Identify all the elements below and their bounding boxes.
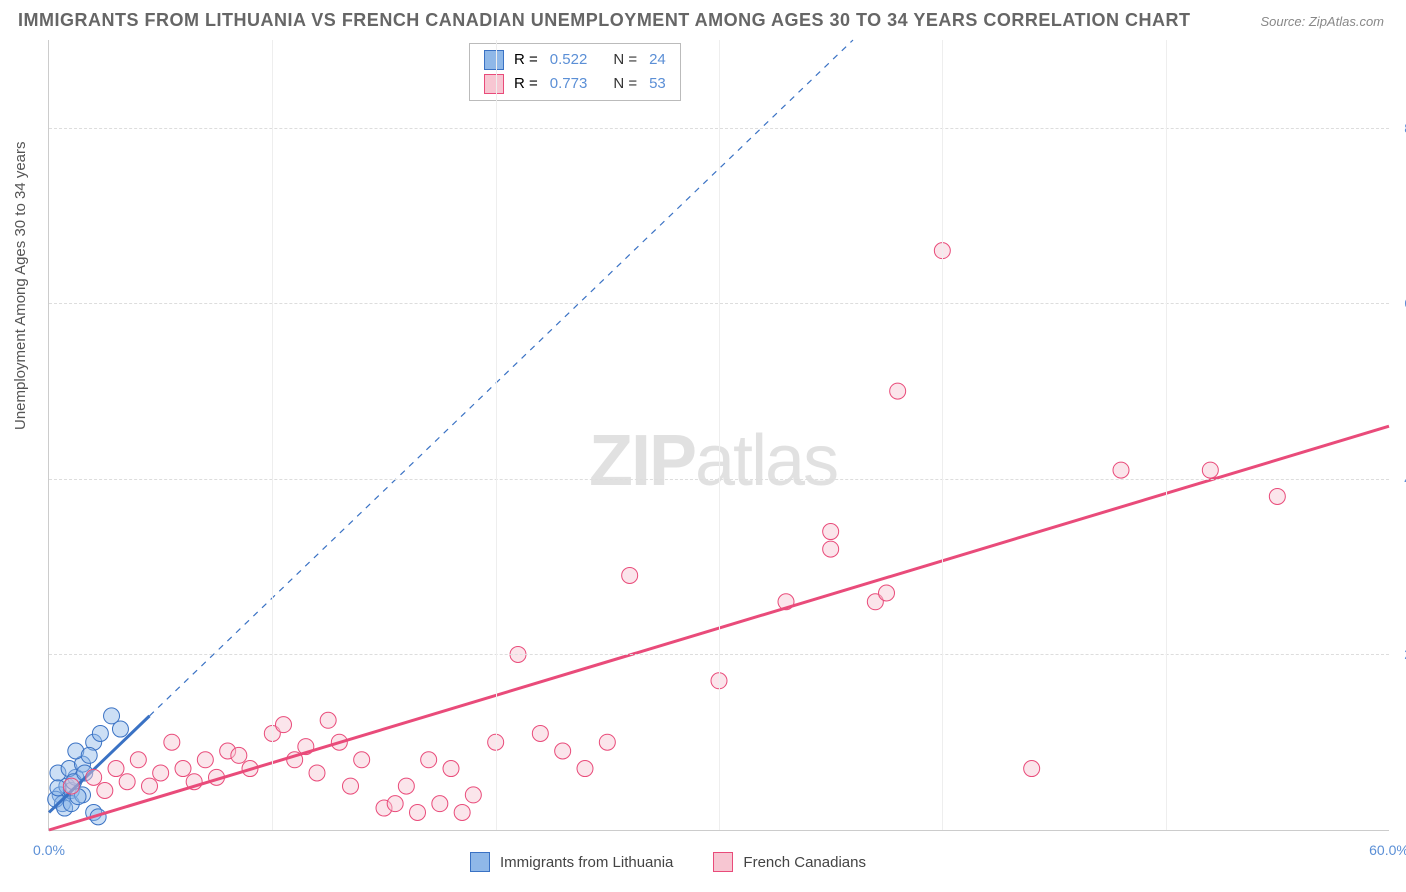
x-tick-label: 0.0% (33, 842, 65, 858)
r-value-2: 0.773 (550, 72, 588, 96)
series-name-1: Immigrants from Lithuania (500, 854, 673, 871)
swatch-series1 (484, 50, 504, 70)
series-legend: Immigrants from Lithuania French Canadia… (470, 852, 866, 872)
r-label: R = (514, 48, 538, 72)
legend-row-series1: R = 0.522 N = 24 (484, 48, 666, 72)
y-tick-label: 60.0% (1394, 295, 1406, 311)
legend-item-2: French Canadians (713, 852, 866, 872)
series-name-2: French Canadians (743, 854, 866, 871)
chart-title: IMMIGRANTS FROM LITHUANIA VS FRENCH CANA… (18, 10, 1191, 31)
swatch-bottom-2 (713, 852, 733, 872)
y-tick-label: 80.0% (1394, 120, 1406, 136)
r-value-1: 0.522 (550, 48, 588, 72)
source-label: Source: ZipAtlas.com (1260, 14, 1384, 29)
y-axis-label: Unemployment Among Ages 30 to 34 years (12, 141, 29, 430)
n-label: N = (613, 48, 637, 72)
x-tick-label: 60.0% (1369, 842, 1406, 858)
n-value-2: 53 (649, 72, 666, 96)
y-tick-label: 40.0% (1394, 471, 1406, 487)
r-label: R = (514, 72, 538, 96)
legend-row-series2: R = 0.773 N = 53 (484, 72, 666, 96)
legend-item-1: Immigrants from Lithuania (470, 852, 673, 872)
swatch-series2 (484, 74, 504, 94)
n-label: N = (613, 72, 637, 96)
n-value-1: 24 (649, 48, 666, 72)
chart-plot-area: ZIPatlas R = 0.522 N = 24 R = 0.773 N = … (48, 40, 1389, 831)
swatch-bottom-1 (470, 852, 490, 872)
correlation-legend: R = 0.522 N = 24 R = 0.773 N = 53 (469, 43, 681, 101)
y-tick-label: 20.0% (1394, 646, 1406, 662)
